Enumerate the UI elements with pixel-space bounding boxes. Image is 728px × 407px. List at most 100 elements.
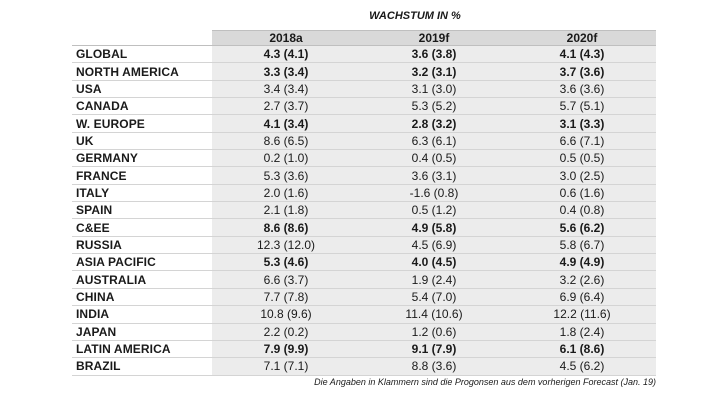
value-2019f: 0.5 (1.2) [360,201,508,220]
table-row: CANADA 2.7 (3.7) 5.3 (5.2) 5.7 (5.1) [72,97,656,116]
value-2018a: 7.9 (9.9) [212,340,360,359]
region-label: LATIN AMERICA [72,340,212,359]
region-label: C&EE [72,218,212,237]
value-2018a: 8.6 (8.6) [212,218,360,237]
value-2020f: 0.4 (0.8) [508,201,656,220]
table-body: GLOBAL 4.3 (4.1) 3.6 (3.8) 4.1 (4.3) NORTH A… [72,45,656,376]
table-row: W. EUROPE 4.1 (3.4) 2.8 (3.2) 3.1 (3.3) [72,114,656,133]
region-label: INDIA [72,305,212,324]
region-label: BRAZIL [72,357,212,376]
value-2019f: 4.9 (5.8) [360,218,508,237]
value-2018a: 4.1 (3.4) [212,114,360,133]
table-row: UK 8.6 (6.5) 6.3 (6.1) 6.6 (7.1) [72,132,656,151]
growth-table: 2018a 2019f 2020f GLOBAL 4.3 (4.1) 3.6 (3.… [72,30,656,376]
table-row: CHINA 7.7 (7.8) 5.4 (7.0) 6.9 (6.4) [72,288,656,307]
value-2018a: 2.2 (0.2) [212,323,360,341]
region-label: W. EUROPE [72,114,212,133]
value-2019f: 3.2 (3.1) [360,62,508,81]
value-2020f: 4.9 (4.9) [508,253,656,272]
value-2019f: 5.4 (7.0) [360,288,508,307]
table-row: RUSSIA 12.3 (12.0) 4.5 (6.9) 5.8 (6.7) [72,236,656,255]
table-row: ITALY 2.0 (1.6) -1.6 (0.8) 0.6 (1.6) [72,184,656,203]
value-2020f: 3.1 (3.3) [508,114,656,133]
value-2019f: 5.3 (5.2) [360,97,508,116]
value-2019f: 0.4 (0.5) [360,149,508,168]
value-2019f: 3.1 (3.0) [360,80,508,99]
value-2020f: 0.6 (1.6) [508,184,656,203]
header-2020f: 2020f [508,30,656,46]
value-2020f: 3.7 (3.6) [508,62,656,81]
table-row: GLOBAL 4.3 (4.1) 3.6 (3.8) 4.1 (4.3) [72,45,656,64]
value-2020f: 12.2 (11.6) [508,305,656,324]
table-row: INDIA 10.8 (9.6) 11.4 (10.6) 12.2 (11.6) [72,305,656,324]
value-2018a: 6.6 (3.7) [212,270,360,289]
table-row: LATIN AMERICA 7.9 (9.9) 9.1 (7.9) 6.1 (8.6) [72,340,656,359]
table-row: SPAIN 2.1 (1.8) 0.5 (1.2) 0.4 (0.8) [72,201,656,220]
value-2020f: 5.6 (6.2) [508,218,656,237]
table-row: AUSTRALIA 6.6 (3.7) 1.9 (2.4) 3.2 (2.6) [72,270,656,289]
value-2018a: 2.0 (1.6) [212,184,360,203]
region-label: UK [72,132,212,151]
value-2020f: 6.9 (6.4) [508,288,656,307]
value-2020f: 3.0 (2.5) [508,166,656,185]
region-label: CANADA [72,97,212,116]
value-2019f: 4.5 (6.9) [360,236,508,255]
value-2020f: 0.5 (0.5) [508,149,656,168]
table-row: JAPAN 2.2 (0.2) 1.2 (0.6) 1.8 (2.4) [72,323,656,341]
value-2020f: 5.8 (6.7) [508,236,656,255]
table-row: GERMANY 0.2 (1.0) 0.4 (0.5) 0.5 (0.5) [72,149,656,168]
value-2019f: 2.8 (3.2) [360,114,508,133]
value-2018a: 7.7 (7.8) [212,288,360,307]
value-2020f: 3.6 (3.6) [508,80,656,99]
region-label: CHINA [72,288,212,307]
region-label: FRANCE [72,166,212,185]
region-label: JAPAN [72,323,212,341]
value-2019f: 1.2 (0.6) [360,323,508,341]
table-supertitle: WACHSTUM IN % [369,10,461,22]
value-2020f: 5.7 (5.1) [508,97,656,116]
region-label: USA [72,80,212,99]
table-row: C&EE 8.6 (8.6) 4.9 (5.8) 5.6 (6.2) [72,218,656,237]
table-row: NORTH AMERICA 3.3 (3.4) 3.2 (3.1) 3.7 (3.6) [72,62,656,81]
value-2018a: 0.2 (1.0) [212,149,360,168]
value-2019f: 8.8 (3.6) [360,357,508,376]
table-row: ASIA PACIFIC 5.3 (4.6) 4.0 (4.5) 4.9 (4.9) [72,253,656,272]
header-2018a: 2018a [212,30,360,46]
value-2020f: 4.1 (4.3) [508,45,656,64]
value-2020f: 6.6 (7.1) [508,132,656,151]
value-2018a: 2.7 (3.7) [212,97,360,116]
value-2019f: 11.4 (10.6) [360,305,508,324]
table-row: BRAZIL 7.1 (7.1) 8.8 (3.6) 4.5 (6.2) [72,357,656,376]
value-2019f: 3.6 (3.8) [360,45,508,64]
value-2020f: 6.1 (8.6) [508,340,656,359]
table-header: 2018a 2019f 2020f [72,30,656,46]
region-label: AUSTRALIA [72,270,212,289]
value-2019f: 6.3 (6.1) [360,132,508,151]
region-label: ITALY [72,184,212,203]
region-label: RUSSIA [72,236,212,255]
value-2020f: 4.5 (6.2) [508,357,656,376]
value-2018a: 5.3 (4.6) [212,253,360,272]
value-2019f: 4.0 (4.5) [360,253,508,272]
value-2019f: -1.6 (0.8) [360,184,508,203]
header-2019f: 2019f [360,30,508,46]
region-label: GLOBAL [72,45,212,64]
value-2018a: 3.3 (3.4) [212,62,360,81]
header-region-cell [72,30,212,46]
value-2019f: 1.9 (2.4) [360,270,508,289]
value-2020f: 1.8 (2.4) [508,323,656,341]
region-label: SPAIN [72,201,212,220]
value-2018a: 10.8 (9.6) [212,305,360,324]
value-2018a: 8.6 (6.5) [212,132,360,151]
value-2018a: 5.3 (3.6) [212,166,360,185]
region-label: NORTH AMERICA [72,62,212,81]
footnote: Die Angaben in Klammern sind die Progons… [314,377,656,387]
table-row: USA 3.4 (3.4) 3.1 (3.0) 3.6 (3.6) [72,80,656,99]
value-2020f: 3.2 (2.6) [508,270,656,289]
value-2018a: 12.3 (12.0) [212,236,360,255]
value-2018a: 7.1 (7.1) [212,357,360,376]
region-label: GERMANY [72,149,212,168]
value-2019f: 9.1 (7.9) [360,340,508,359]
header-row: 2018a 2019f 2020f [72,30,656,46]
value-2019f: 3.6 (3.1) [360,166,508,185]
